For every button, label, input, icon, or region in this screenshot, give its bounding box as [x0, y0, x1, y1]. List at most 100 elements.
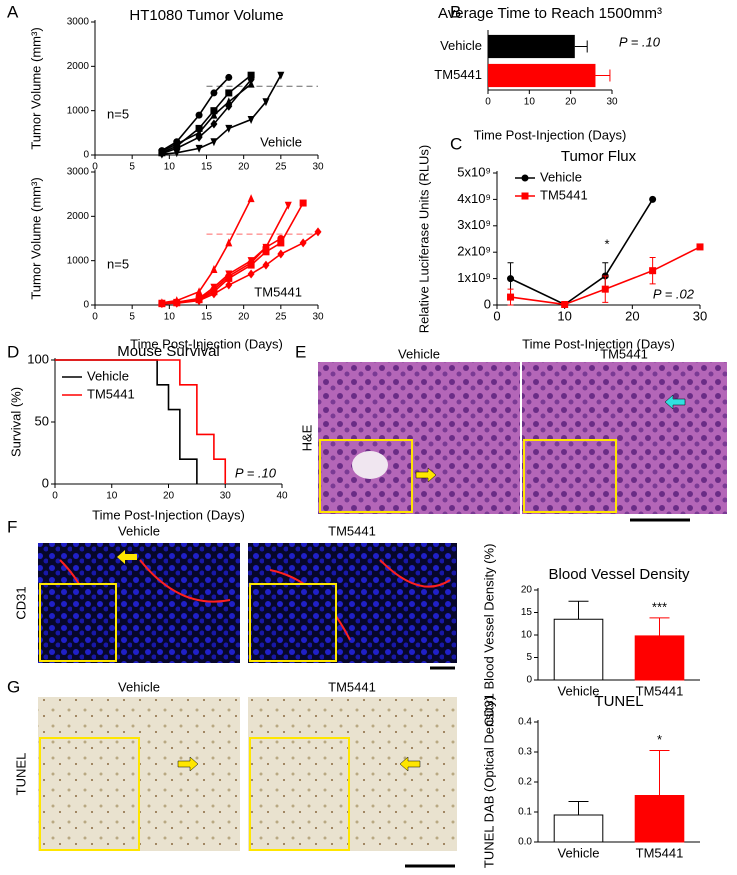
error-bar: [568, 600, 589, 620]
marker: [284, 201, 292, 210]
y-tick-label: 1x10⁹: [457, 270, 491, 285]
tunel-images: [38, 697, 457, 868]
y-axis-label: Relative Luciferase Units (RLUs): [416, 145, 431, 334]
y-tick-label: 50: [35, 413, 49, 428]
y-tick-label: 2000: [67, 211, 90, 222]
marker: [696, 243, 704, 251]
category-label: TM5441: [636, 845, 684, 860]
category-label: Vehicle: [440, 38, 482, 53]
marker: [195, 296, 203, 306]
column-label: Vehicle: [118, 523, 160, 538]
series-line: [55, 359, 198, 484]
panel-letter: G: [7, 677, 20, 696]
row-label: CD31: [13, 586, 28, 619]
x-tick-label: 10: [557, 308, 571, 323]
legend-label: Vehicle: [87, 368, 129, 383]
chart-title: TUNEL: [594, 693, 643, 710]
category-label: TM5441: [636, 683, 684, 698]
marker: [507, 293, 515, 301]
marker: [277, 249, 285, 259]
x-tick-label: 20: [565, 97, 577, 108]
x-tick-label: 5: [129, 162, 135, 173]
y-tick-label: 2000: [67, 61, 90, 72]
cd31-images: [38, 543, 457, 670]
marker: [262, 248, 270, 256]
p-value: P = .10: [619, 34, 661, 49]
category-label: TM5441: [434, 67, 482, 82]
y-tick-label: 10: [521, 630, 533, 641]
row-label: TUNEL: [13, 753, 28, 796]
y-tick-label: 1000: [67, 105, 90, 116]
series-line: [161, 198, 252, 304]
marker: [262, 243, 270, 251]
marker: [225, 124, 233, 133]
marker: [173, 298, 181, 308]
y-tick-label: 15: [521, 607, 533, 618]
y-axis-label: CD31 Blood Vessel Density (%): [481, 544, 496, 727]
bar: [488, 34, 575, 59]
legend-label: TM5441: [87, 386, 135, 401]
marker: [247, 116, 255, 125]
panel-letter: C: [450, 134, 462, 153]
column-label: TM5441: [328, 523, 376, 538]
panel-letter: B: [450, 2, 461, 21]
y-axis-label: Tumor Volume (mm³): [28, 27, 43, 149]
marker: [210, 138, 218, 147]
y-tick-label: 4x10⁹: [457, 191, 491, 206]
marker: [262, 98, 270, 107]
x-tick-label: 30: [606, 97, 618, 108]
x-tick-label: 30: [220, 491, 232, 502]
bar: [553, 814, 604, 843]
y-axis-label: Tumor Volume (mm³): [28, 177, 43, 299]
marker: [314, 227, 322, 237]
y-tick-label: 5: [526, 652, 532, 663]
p-value: P = .10: [235, 465, 277, 480]
marker: [649, 195, 657, 203]
x-axis-label: Time Post-Injection (Days): [522, 336, 675, 351]
x-tick-label: 25: [275, 312, 287, 323]
group-label: Vehicle: [260, 134, 302, 149]
y-tick-label: 2x10⁹: [457, 244, 491, 259]
x-tick-label: 20: [625, 308, 639, 323]
significance: ***: [652, 599, 667, 614]
marker: [195, 128, 203, 137]
n-label: n=5: [107, 106, 129, 121]
error-bar: [574, 40, 588, 53]
y-tick-label: 0: [83, 150, 89, 161]
series-line: [510, 198, 654, 306]
legend-label: TM5441: [540, 187, 588, 202]
series-line: [161, 237, 282, 305]
chart-title: Tumor Flux: [561, 148, 637, 165]
x-tick-label: 40: [276, 491, 288, 502]
y-tick-label: 0: [42, 475, 49, 490]
series-line: [55, 359, 227, 484]
marker: [247, 259, 255, 267]
x-tick-label: 20: [238, 162, 250, 173]
panel-letter: D: [7, 342, 19, 361]
y-tick-label: 0.1: [518, 807, 532, 818]
y-tick-label: 0.0: [518, 837, 532, 848]
y-axis-label: Survival (%): [8, 387, 23, 457]
series-line: [161, 231, 319, 305]
marker: [210, 265, 218, 274]
marker: [225, 238, 233, 247]
marker: [225, 73, 233, 81]
group-label: TM5441: [254, 284, 302, 299]
chart-title: Blood Vessel Density: [549, 566, 690, 583]
y-tick-label: 3000: [67, 17, 90, 28]
marker: [521, 192, 529, 200]
x-tick-label: 0: [485, 97, 491, 108]
column-label: TM5441: [600, 346, 648, 361]
marker: [195, 132, 203, 142]
significance: *: [604, 236, 609, 251]
marker: [173, 149, 181, 158]
x-tick-label: 10: [164, 162, 176, 173]
marker: [507, 275, 515, 283]
marker: [299, 238, 307, 248]
row-label: H&E: [299, 424, 314, 451]
panel-letter: E: [295, 342, 306, 361]
marker: [649, 267, 657, 275]
category-label: Vehicle: [558, 683, 600, 698]
marker: [225, 280, 233, 290]
